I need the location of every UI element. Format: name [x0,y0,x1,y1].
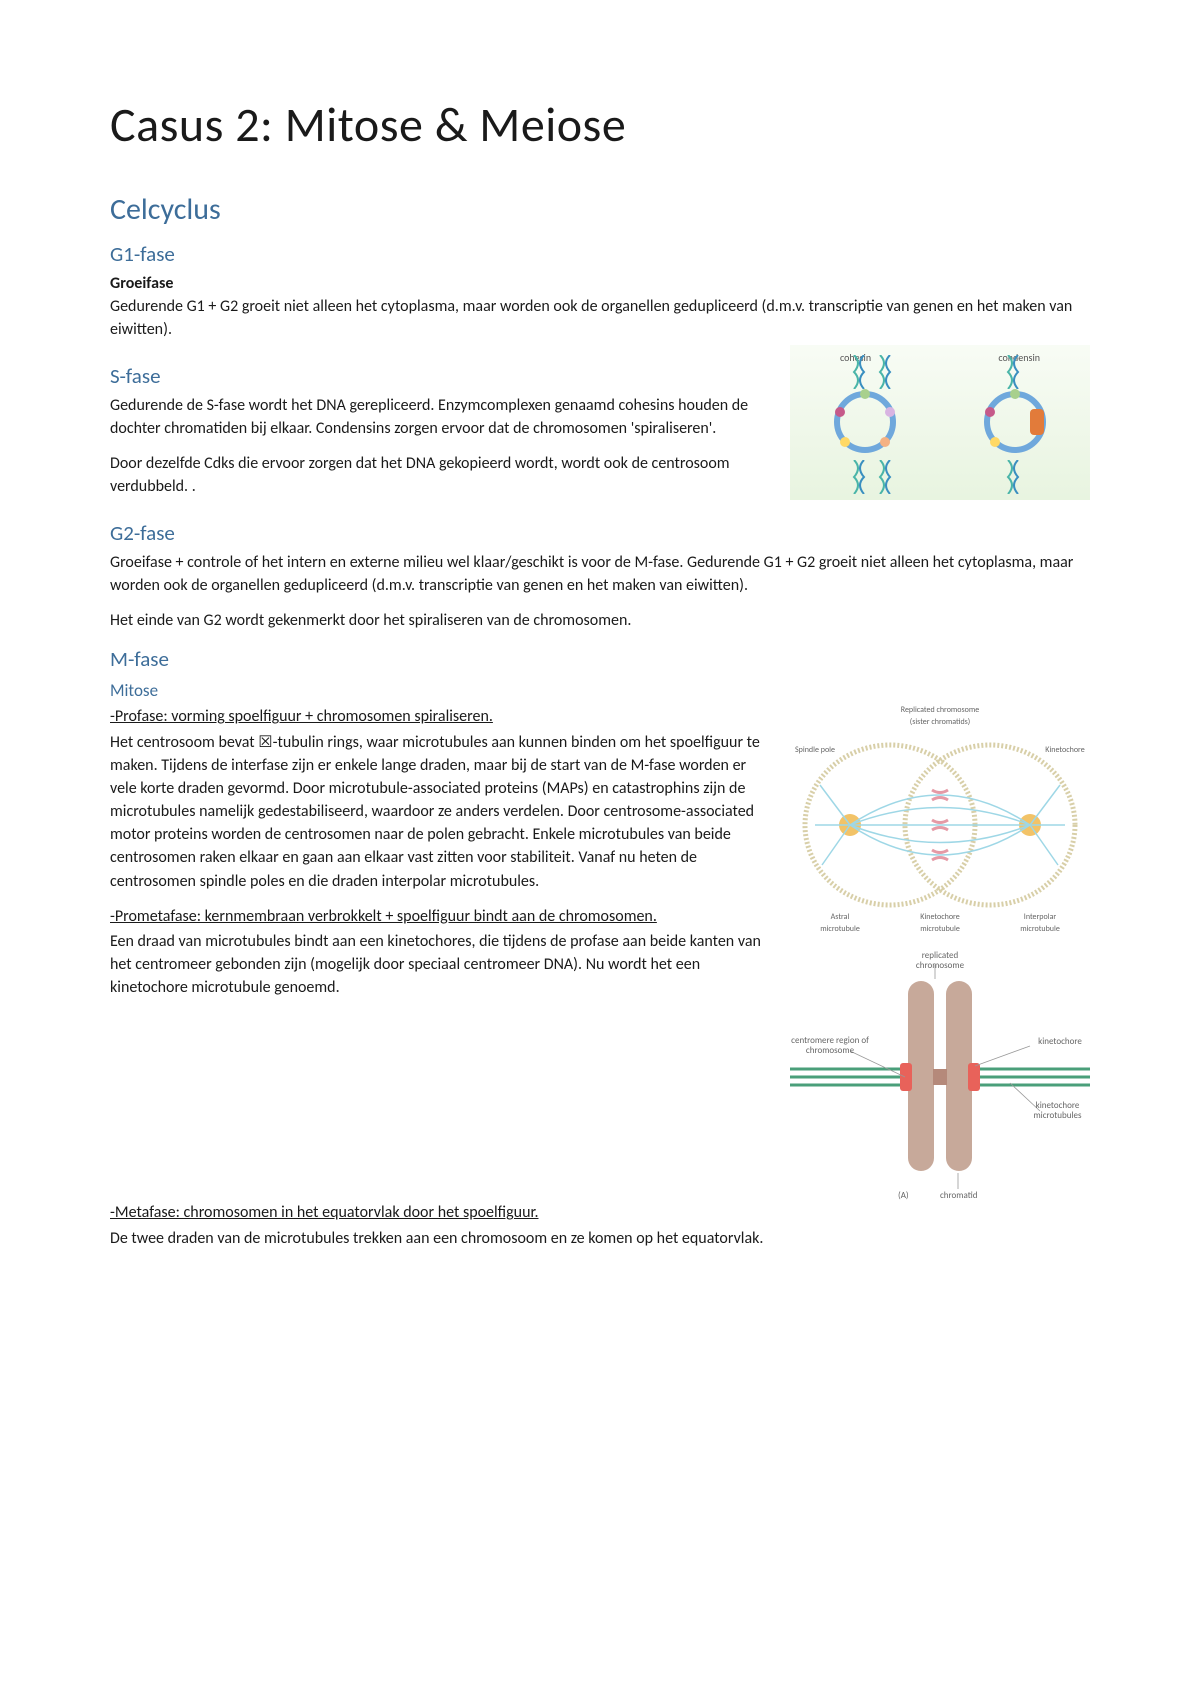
g2-heading: G2-fase [110,518,1090,548]
fig3-label-top: replicated chromosome [900,951,980,971]
g1-body: Gedurende G1 + G2 groeit niet alleen het… [110,295,1090,341]
page-title: Casus 2: Mitose & Meiose [110,90,1090,160]
fig1-dna-helix [852,355,866,389]
s-body-2: Door dezelfde Cdks die ervoor zorgen dat… [110,452,770,498]
fig2-label-kinetochore: Kinetochore [1040,745,1090,757]
metafase-heading: -Metafase: chromosomen in het equatorvla… [110,1201,1090,1224]
fig1-dna-helix [878,460,892,494]
g2-body-1: Groeifase + controle of het intern en ex… [110,551,1090,597]
g2-body-2: Het einde van G2 wordt gekenmerkt door h… [110,609,1090,632]
prometafase-body: Een draad van microtubules bindt aan een… [110,930,770,1000]
g1-heading: G1-fase [110,239,1090,269]
fig1-condensin-ring [980,387,1050,457]
fig2-label-interpolar: Interpolar microtubule [1010,912,1070,935]
fig1-dna-helix [852,460,866,494]
m-heading: M-fase [110,644,1090,674]
figure-spindle: Replicated chromosome (sister chromatids… [790,705,1090,935]
fig3-label-letter: (A) [898,1191,909,1201]
fig2-label-spindle-pole: Spindle pole [790,745,840,757]
profase-body: Het centrosoom bevat ☒-tubulin rings, wa… [110,731,770,893]
profase-heading: -Profase: vorming spoelfiguur + chromoso… [110,705,770,728]
fig3-label-kinetochore: kinetochore [1030,1037,1090,1047]
section-celcyclus-heading: Celcyclus [110,188,1090,232]
fig3-label-kinetochore-mt: kinetochore microtubules [1025,1101,1090,1121]
fig1-dna-helix [1006,355,1020,389]
figure-cohesin-condensin: cohesin condensin [790,345,1090,500]
fig1-dna-helix [878,355,892,389]
fig2-label-kinetochore-mt: Kinetochore microtubule [905,912,975,935]
s-heading: S-fase [110,361,770,391]
prometafase-heading: -Prometafase: kernmembraan verbrokkelt +… [110,905,770,928]
fig2-label-top: Replicated chromosome (sister chromatids… [890,705,990,728]
fig2-label-astral: Astral microtubule [810,912,870,935]
fig3-label-centromere: centromere region of chromosome [790,1036,870,1056]
fig3-label-chromatid: chromatid [940,1191,977,1201]
g1-subheading: Groeifase [110,272,1090,295]
s-body-1: Gedurende de S-fase wordt het DNA gerepl… [110,394,770,440]
mitose-subheading: Mitose [110,679,1090,704]
fig1-cohesin-ring [830,387,900,457]
figure-chromosome: replicated chromosome [790,951,1090,1201]
fig1-dna-helix [1006,460,1020,494]
metafase-body: De twee draden van de microtubules trekk… [110,1227,1090,1250]
